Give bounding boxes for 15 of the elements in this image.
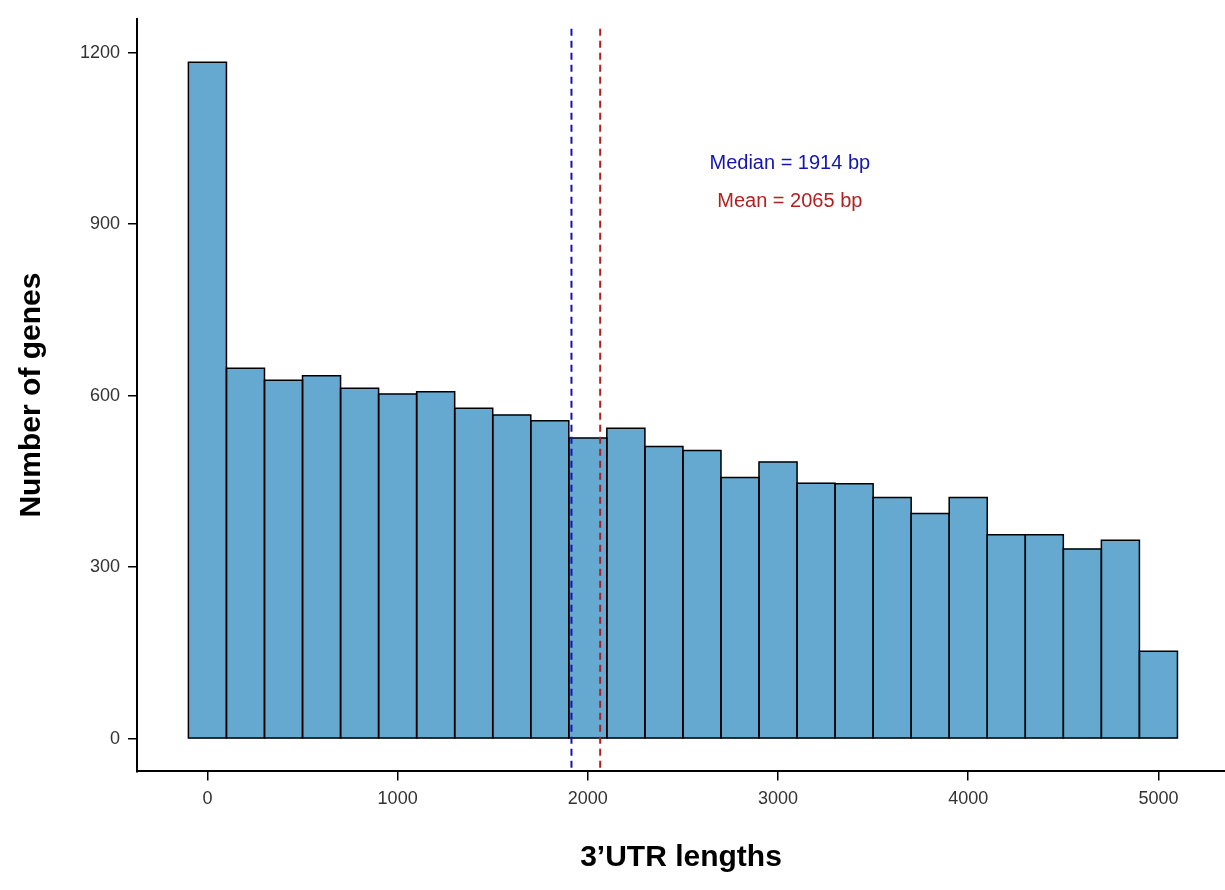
x-tick-label: 1000	[377, 788, 418, 809]
x-axis-title: 3’UTR lengths	[580, 839, 782, 873]
y-tick-label: 1200	[80, 41, 121, 62]
y-tick-label: 900	[90, 213, 121, 234]
y-tick-label: 300	[90, 556, 121, 577]
x-tick-label: 0	[202, 788, 213, 809]
x-tick-label: 4000	[948, 788, 989, 809]
ref-line-label: Mean = 2065 bp	[717, 189, 863, 212]
y-tick-label: 600	[90, 384, 121, 405]
y-tick-label: 0	[110, 727, 121, 748]
x-tick-label: 5000	[1138, 788, 1179, 809]
ref-line-label: Median = 1914 bp	[709, 151, 871, 174]
x-tick-label: 2000	[567, 788, 608, 809]
x-tick-label: 3000	[758, 788, 799, 809]
y-axis-title: Number of genes	[13, 272, 47, 518]
